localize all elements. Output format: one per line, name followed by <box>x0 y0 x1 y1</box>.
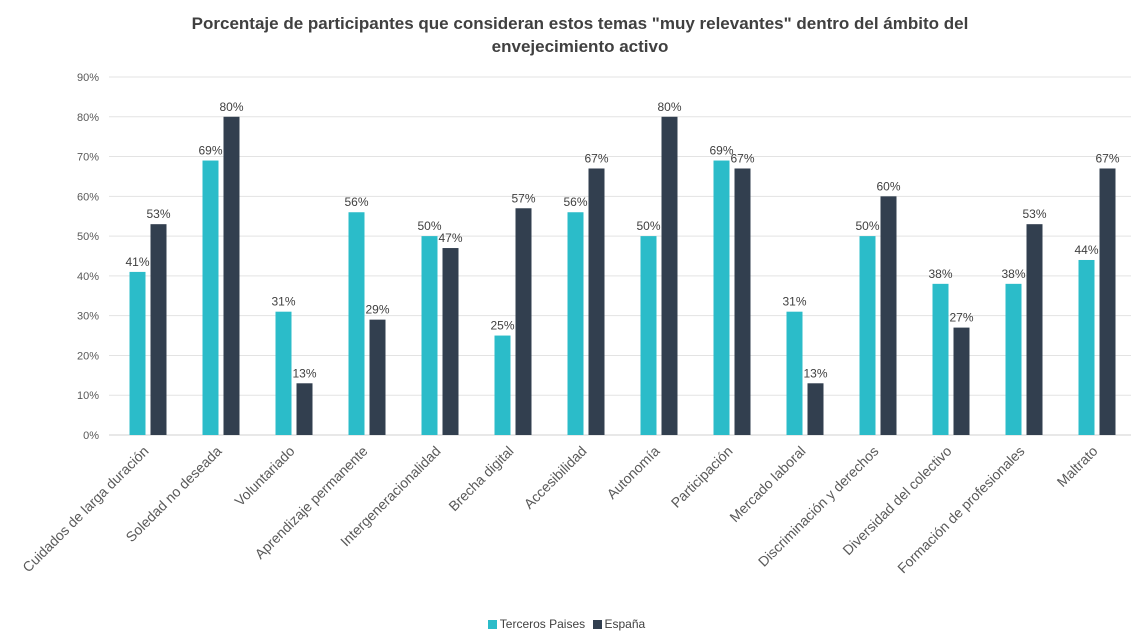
bar-espana <box>369 319 386 435</box>
legend-item-espana: España <box>592 617 646 631</box>
bar-terceros-paises <box>1078 259 1095 435</box>
chart-title: Porcentaje de participantes que consider… <box>120 12 1040 58</box>
x-tick-label: Voluntariado <box>231 443 298 510</box>
bar-terceros-paises <box>713 160 730 436</box>
chart-title-line-1: Porcentaje de participantes que consider… <box>191 14 969 33</box>
bar-espana <box>953 327 970 435</box>
bar-espana <box>1099 168 1116 435</box>
data-label: 53% <box>146 207 170 221</box>
data-label: 50% <box>636 219 660 233</box>
legend-label-espana: España <box>604 617 646 631</box>
y-tick-label: 50% <box>77 231 99 243</box>
gridlines <box>109 76 1131 436</box>
bar-espana <box>661 116 678 436</box>
data-label: 50% <box>417 219 441 233</box>
data-label: 13% <box>292 366 316 380</box>
bar-terceros-paises <box>786 311 803 435</box>
data-label: 38% <box>1001 267 1025 281</box>
bar-terceros-paises <box>202 160 219 436</box>
bar-terceros-paises <box>129 271 146 435</box>
data-label: 80% <box>657 100 681 114</box>
data-label: 67% <box>730 151 754 165</box>
bar-terceros-paises <box>1005 283 1022 435</box>
x-tick-label: Autonomía <box>603 443 662 502</box>
legend-item-terceros-paises: Terceros Paises <box>487 617 586 631</box>
legend-swatch-terceros-paises <box>487 619 497 629</box>
x-tick-label: Cuidados de larga duración <box>19 443 151 575</box>
x-tick-label: Formación de profesionales <box>894 443 1027 576</box>
data-labels: 41%53%69%80%31%13%56%29%50%47%25%57% 56%6… <box>125 100 1119 381</box>
data-label: 27% <box>949 311 973 325</box>
x-tick-label: Brecha digital <box>445 443 516 514</box>
bar-terceros-paises <box>421 236 438 435</box>
bar-terceros-paises <box>640 236 657 435</box>
bar-espana <box>734 168 751 435</box>
bar-espana <box>515 208 532 435</box>
data-label: 25% <box>490 319 514 333</box>
y-tick-label: 90% <box>77 72 99 84</box>
data-label: 41% <box>125 255 149 269</box>
bar-terceros-paises <box>932 283 949 435</box>
data-label: 69% <box>709 144 733 158</box>
data-label: 80% <box>219 100 243 114</box>
data-label: 53% <box>1022 207 1046 221</box>
data-label: 67% <box>1095 151 1119 165</box>
bar-terceros-paises <box>348 212 365 435</box>
y-tick-label: 80% <box>77 112 99 124</box>
legend-label-terceros-paises: Terceros Paises <box>499 617 586 631</box>
data-label: 44% <box>1074 243 1098 257</box>
data-label: 13% <box>803 366 827 380</box>
data-label: 67% <box>584 151 608 165</box>
y-tick-label: 70% <box>77 152 99 164</box>
bar-terceros-paises <box>494 335 511 435</box>
chart-title-line-2: envejecimiento activo <box>491 37 669 56</box>
bar-espana <box>296 383 313 435</box>
data-label: 31% <box>782 295 806 309</box>
y-tick-label: 20% <box>77 350 99 362</box>
bar-espana <box>223 116 240 436</box>
bar-espana <box>150 224 167 435</box>
x-tick-label: Mercado laboral <box>726 443 808 525</box>
x-tick-label: Maltrato <box>1054 443 1101 490</box>
legend-swatch-espana <box>592 619 602 629</box>
data-label: 38% <box>928 267 952 281</box>
y-tick-label: 40% <box>77 271 99 283</box>
y-tick-label: 60% <box>77 191 99 203</box>
y-axis-tick-labels: 0% 10% 20% 30% 40% 50% 60% 70% 80% 90% <box>77 72 99 442</box>
data-label: 50% <box>855 219 879 233</box>
bar-espana <box>588 168 605 435</box>
bar-espana <box>1026 224 1043 435</box>
data-label: 60% <box>876 179 900 193</box>
bars <box>129 116 1116 436</box>
y-tick-label: 10% <box>77 390 99 402</box>
legend: Terceros Paises España <box>0 617 1133 632</box>
y-tick-label: 30% <box>77 311 99 323</box>
data-label: 31% <box>271 295 295 309</box>
x-tick-label: Discriminación y derechos <box>755 443 882 570</box>
data-label: 57% <box>511 191 535 205</box>
bar-espana <box>880 196 897 435</box>
data-label: 47% <box>438 231 462 245</box>
data-label: 69% <box>198 144 222 158</box>
x-tick-label: Participación <box>668 443 736 511</box>
x-tick-label: Accesibilidad <box>521 443 590 512</box>
data-label: 56% <box>344 195 368 209</box>
bar-terceros-paises <box>567 212 584 435</box>
bar-espana <box>807 383 824 435</box>
bar-terceros-paises <box>275 311 292 435</box>
data-label: 29% <box>365 303 389 317</box>
data-label: 56% <box>563 195 587 209</box>
bar-espana <box>442 248 459 435</box>
y-tick-label: 0% <box>83 430 99 442</box>
bar-terceros-paises <box>859 236 876 435</box>
